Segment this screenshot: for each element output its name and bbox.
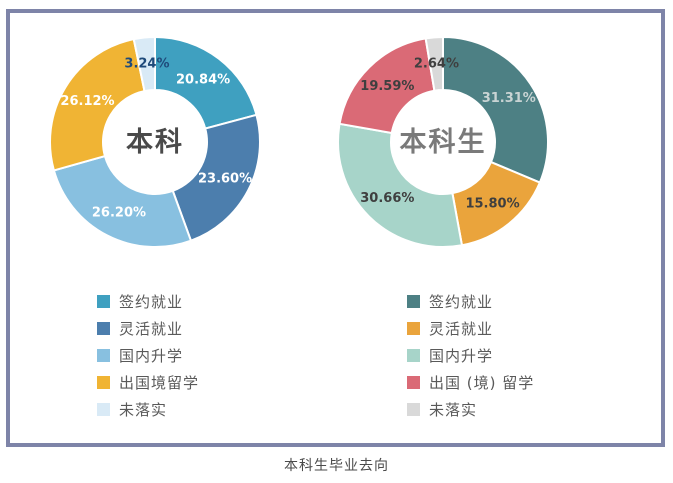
legend-label: 未落实	[429, 401, 478, 419]
legend-label: 出国 (境) 留学	[429, 374, 535, 392]
slice-value-label: 2.64%	[414, 56, 459, 71]
legend-label: 国内升学	[119, 347, 184, 365]
pie-slice	[154, 35, 258, 130]
legend-item: 国内升学	[407, 342, 534, 369]
pie-slice	[132, 35, 156, 93]
legend-item: 签约就业	[407, 288, 534, 315]
slice-value-label: 26.20%	[92, 205, 146, 220]
donut-center-label: 本科	[126, 127, 184, 158]
slice-value-label: 31.31%	[482, 91, 536, 106]
legend-item: 灵活就业	[407, 315, 534, 342]
pie-slice	[171, 113, 261, 242]
legend-swatch	[407, 295, 420, 308]
legend-swatch	[97, 295, 110, 308]
donut-chart-undergrad-students: 31.31% 15.80% 30.66% 19.59%2.64% 本科生	[337, 35, 549, 248]
slice-value-label: 15.80%	[465, 197, 519, 212]
pie-slice	[424, 35, 444, 92]
figure-caption: 本科生毕业去向	[284, 458, 389, 474]
slice-value-label: 20.84%	[176, 72, 230, 87]
donut-center-label: 本科生	[400, 127, 487, 158]
legend-label: 灵活就业	[119, 320, 184, 338]
slice-value-label: 26.12%	[60, 94, 114, 109]
legend-swatch	[407, 322, 420, 335]
legend-swatch	[407, 349, 420, 362]
legend-label: 灵活就业	[429, 320, 494, 338]
legend-item: 未落实	[407, 396, 534, 423]
legend-right: 签约就业灵活就业国内升学出国 (境) 留学 未落实	[407, 288, 534, 423]
legend-item: 灵活就业	[97, 315, 199, 342]
slice-value-label: 30.66%	[360, 191, 414, 206]
pie-slice	[442, 35, 549, 184]
slice-value-label: 23.60%	[198, 171, 252, 186]
legend-label: 未落实	[119, 401, 168, 419]
slice-value-label: 19.59%	[360, 79, 414, 94]
legend-swatch	[97, 322, 110, 335]
legend-left: 签约就业灵活就业国内升学出国境留学未落实	[97, 288, 199, 423]
legend-item: 未落实	[97, 396, 199, 423]
slice-value-label: 3.24%	[124, 56, 169, 71]
legend-label: 出国境留学	[119, 374, 200, 392]
pie-slice	[49, 37, 146, 172]
donut-chart-undergrad: 20.84% 23.60% 26.20% 26.12% 3.24% 本科	[49, 35, 261, 248]
pie-slice	[337, 122, 464, 248]
legend-item: 签约就业	[97, 288, 199, 315]
legend-label: 国内升学	[429, 347, 494, 365]
legend-item: 出国境留学	[97, 369, 199, 396]
legend-swatch	[97, 349, 110, 362]
legend-swatch	[97, 376, 110, 389]
legend-item: 出国 (境) 留学	[407, 369, 534, 396]
pie-slice	[338, 37, 436, 135]
legend-label: 签约就业	[429, 293, 494, 311]
pie-slice	[52, 154, 193, 248]
legend-swatch	[407, 376, 420, 389]
legend-label: 签约就业	[119, 293, 184, 311]
legend-swatch	[97, 403, 110, 416]
legend-swatch	[407, 403, 420, 416]
legend-item: 国内升学	[97, 342, 199, 369]
